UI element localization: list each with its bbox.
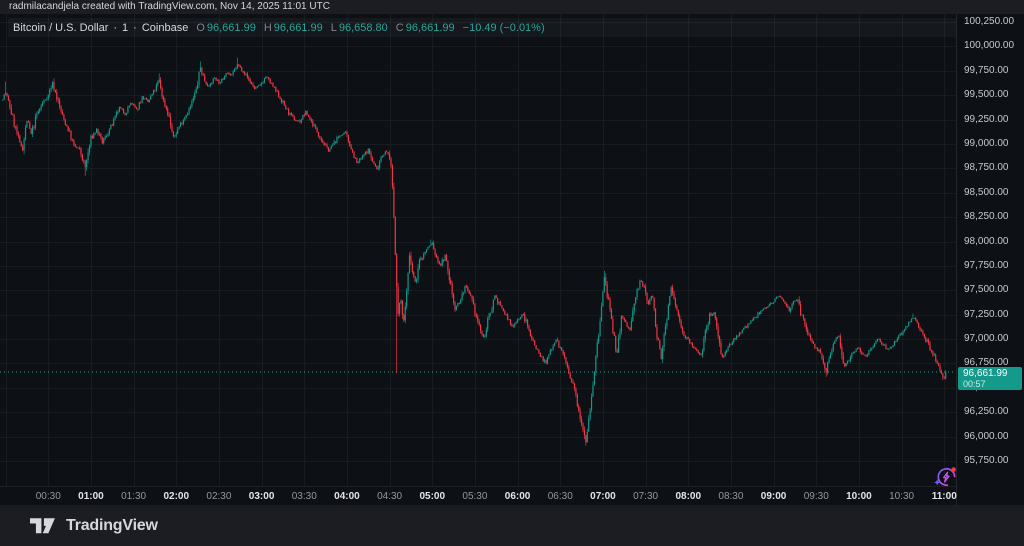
time-axis-label: 02:30 [206,491,232,502]
time-axis-label: 03:00 [248,491,275,502]
price-change: −10.49 (−0.01%) [462,21,545,34]
price-axis-label: 97,250.00 [964,308,1009,320]
ohlc-low: L 96,658.80 [330,21,388,34]
sparkle-icon [934,479,941,486]
time-axis-label: 04:00 [334,491,360,502]
price-axis[interactable]: 100,250.00 100,000.00 99,750.00 99,500.00 99… [956,14,1024,505]
price-axis-label: 97,750.00 [964,259,1009,271]
chart-pane[interactable]: Bitcoin / U.S. Dollar · 1 · Coinbase O 96… [0,14,956,487]
time-axis-label: 10:00 [846,491,872,502]
time-axis-label: 06:00 [504,491,531,502]
price-axis-label: 99,000.00 [964,137,1009,149]
attribution-text: radmilacandjela created with TradingView… [9,1,330,12]
price-axis-label: 100,250.00 [964,16,1015,27]
attribution-bar: radmilacandjela created with TradingView… [0,0,1024,14]
price-axis-label: 98,000.00 [964,235,1009,247]
symbol-title[interactable]: Bitcoin / U.S. Dollar [13,21,109,34]
time-axis-label: 07:00 [590,491,616,502]
price-axis-label: 98,250.00 [964,211,1009,223]
price-axis-label: 95,750.00 [964,455,1009,466]
ohlc-open: O 96,661.99 [196,21,256,34]
last-price-badge: 96,661.99 00:57 [958,367,1022,391]
time-axis-label: 09:30 [803,491,829,502]
price-axis-label: 97,500.00 [964,284,1009,296]
red-status-dot [951,467,956,472]
separator-dot: · [113,21,118,34]
last-price-value: 96,661.99 [963,368,1008,380]
time-axis-label: 07:30 [633,491,659,502]
price-axis-label: 96,250.00 [964,406,1009,418]
price-axis-label: 99,500.00 [964,89,1009,101]
price-axis-label: 97,000.00 [964,333,1009,345]
footer-bar: TradingView [0,505,1024,546]
price-axis-label: 99,250.00 [964,113,1009,125]
brand-name: TradingView [66,516,158,534]
lightning-circle-icon [934,467,956,487]
tradingview-logo-icon [30,517,55,533]
price-axis-label: 100,000.00 [964,40,1015,52]
price-axis-label: 99,750.00 [964,64,1009,76]
candlestick-chart[interactable] [0,14,956,486]
up-wicks [2,57,947,443]
time-axis-label: 01:00 [78,491,104,502]
time-axis[interactable]: 00:30 01:00 01:30 02:00 02:30 03:00 03:30 04:00… [0,486,957,505]
tradingview-logo[interactable]: TradingView [30,505,158,546]
interval-label[interactable]: 1 [122,21,129,34]
price-axis-label: 96,750.00 [964,357,1009,369]
price-axis-label: 98,500.00 [964,186,1009,198]
price-axis-label: 96,000.00 [964,430,1009,442]
time-axis-label: 00:30 [35,491,61,502]
time-axis-label: 09:00 [760,491,787,502]
time-axis-label: 03:30 [291,491,317,502]
chart-legend: Bitcoin / U.S. Dollar · 1 · Coinbase O 96… [13,18,545,37]
time-axis-label: 08:00 [675,491,702,502]
time-axis-label: 02:00 [163,491,190,502]
up-candles [2,64,947,443]
lightning-bolt-icon [942,471,950,483]
time-axis-label: 01:30 [121,491,147,502]
time-axis-label: 04:30 [377,491,403,502]
market-status-icon[interactable] [933,464,959,490]
time-axis-label: 05:00 [419,491,446,502]
grid-lines [0,14,956,486]
time-axis-label: 10:30 [889,491,915,502]
ohlc-close: C 96,661.99 [395,21,455,34]
ohlc-high: H 96,661.99 [263,21,323,34]
time-axis-label: 05:30 [462,491,488,502]
time-axis-label: 06:30 [547,491,573,502]
time-axis-label: 08:30 [718,491,744,502]
separator-dot: · [133,21,137,34]
countdown-timer: 00:57 [963,379,986,390]
time-axis-label: 11:00 [931,491,957,502]
price-axis-label: 98,750.00 [964,162,1009,174]
exchange-label: Coinbase [141,21,189,34]
